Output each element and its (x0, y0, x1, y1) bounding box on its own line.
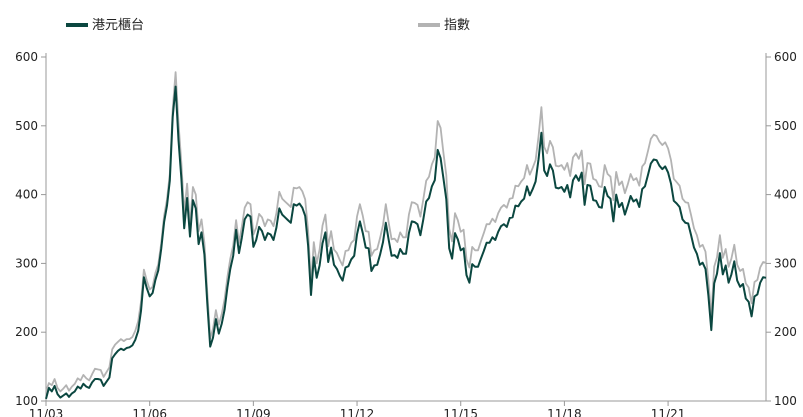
x-tick-label: 11/09 (236, 407, 271, 417)
y-tick-right-label: 200 (774, 325, 797, 339)
series-layer (45, 71, 767, 400)
legend-label-index: 指數 (444, 18, 470, 33)
series-line-hkd (45, 85, 767, 400)
y-tick-left-label: 600 (15, 50, 38, 64)
y-tick-right-label: 300 (774, 256, 797, 270)
y-tick-right-label: 400 (774, 188, 797, 202)
y-tick-right-label: 600 (774, 50, 797, 64)
x-tick-label: 11/03 (29, 407, 64, 417)
axes: 100 200 300 400 500 600 100 200 300 400 500 600 11/0… (15, 50, 797, 417)
x-tick-label: 11/18 (547, 407, 582, 417)
y-tick-left-label: 300 (15, 256, 38, 270)
y-tick-left-label: 200 (15, 325, 38, 339)
series-line-index (45, 71, 767, 393)
x-tick-label: 11/15 (443, 407, 478, 417)
y-tick-right-label: 500 (774, 119, 797, 133)
y-tick-left-label: 400 (15, 188, 38, 202)
x-tick-label: 11/21 (651, 407, 686, 417)
legend: 港元櫃台 指數 (66, 18, 470, 33)
legend-label-hkd: 港元櫃台 (92, 18, 144, 33)
y-tick-left-label: 100 (15, 394, 38, 408)
x-tick-label: 11/12 (340, 407, 375, 417)
x-tick-label: 11/06 (132, 407, 167, 417)
y-tick-left-label: 500 (15, 119, 38, 133)
y-tick-right-label: 100 (774, 394, 797, 408)
